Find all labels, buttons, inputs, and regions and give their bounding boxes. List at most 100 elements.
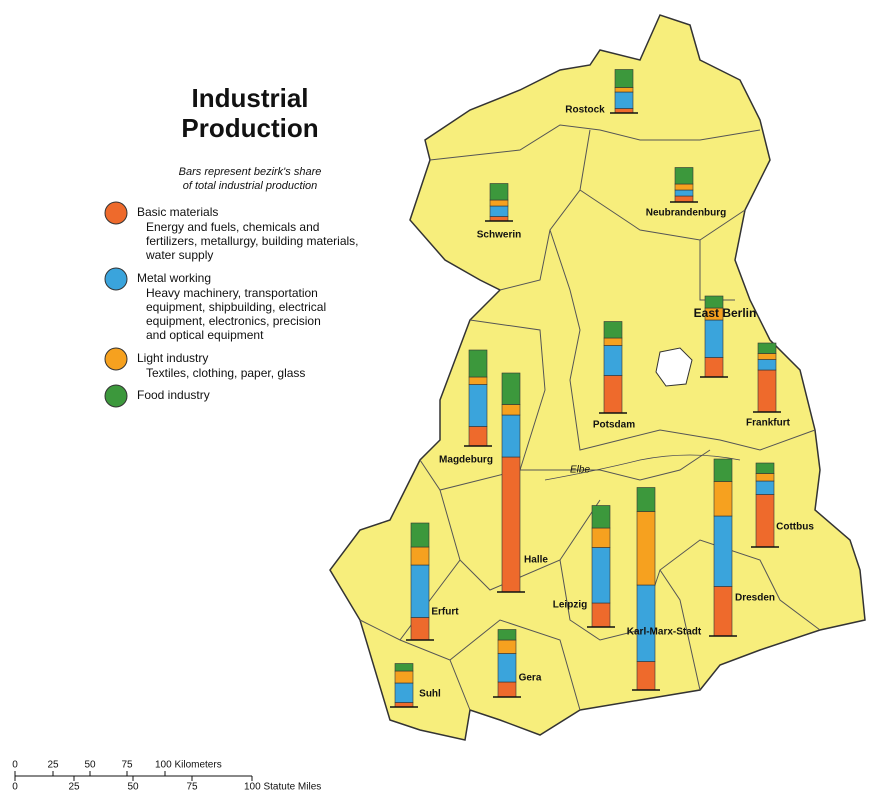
bar-segment <box>394 663 414 672</box>
bezirk-label: Cottbus <box>776 522 814 533</box>
scale-mile-label: 0 <box>12 782 18 793</box>
bar-segment <box>468 384 488 427</box>
bar-segment <box>603 321 623 339</box>
legend-swatch <box>104 267 128 291</box>
scale-km-label: 50 <box>84 760 96 771</box>
legend-description: Energy and fuels, chemicals and <box>146 220 319 234</box>
bezirk-label: Karl-Marx-Stadt <box>627 627 702 638</box>
legend-name: Light industry <box>137 351 208 365</box>
bezirk-label: Suhl <box>419 689 441 700</box>
bar-segment <box>394 682 414 703</box>
west-berlin <box>655 347 693 387</box>
bar-segment <box>755 494 775 548</box>
river-label: Elbe <box>570 465 590 476</box>
bar-segment <box>674 189 694 197</box>
legend-description: equipment, electronics, precision <box>146 314 321 328</box>
bar-segment <box>410 564 430 618</box>
bezirk-label: Potsdam <box>593 420 635 431</box>
bar-segment <box>704 295 724 309</box>
bar-segment <box>603 345 623 376</box>
scale-km-label: 100 Kilometers <box>155 760 222 771</box>
bar-segment <box>468 349 488 378</box>
bezirk-label: Schwerin <box>477 230 521 241</box>
bar-segment <box>591 547 611 604</box>
bar-segment <box>603 375 623 414</box>
scale-mile-label: 50 <box>127 782 139 793</box>
bezirk-label: Leipzig <box>553 600 587 611</box>
bar-segment <box>501 404 521 416</box>
subtitle: of total industrial production <box>183 180 318 192</box>
bar-segment <box>497 653 517 683</box>
bar-segment <box>713 481 733 517</box>
bar-segment <box>489 183 509 201</box>
bezirk-label: Erfurt <box>431 607 459 618</box>
river-elbe <box>544 454 741 481</box>
bar-segment <box>704 357 724 378</box>
bar-segment <box>497 629 517 641</box>
bar-segment <box>757 359 777 371</box>
legend-description: equipment, shipbuilding, electrical <box>146 300 326 314</box>
scale-mile-label: 100 Statute Miles <box>244 782 321 793</box>
legend-description: water supply <box>145 248 213 262</box>
bar-segment <box>674 183 694 191</box>
bar-segment <box>713 586 733 637</box>
bar-segment <box>757 353 777 360</box>
bar-segment <box>755 480 775 495</box>
legend-description: fertilizers, metallurgy, building materi… <box>146 234 359 248</box>
legend-description: Textiles, clothing, paper, glass <box>146 366 305 380</box>
scale-km-label: 25 <box>47 760 59 771</box>
bar-segment <box>468 376 488 385</box>
bar-segment <box>603 337 623 346</box>
bar-segment <box>755 473 775 482</box>
bar-segment <box>757 342 777 354</box>
bar-segment <box>410 522 430 548</box>
borders <box>359 124 821 711</box>
legend-swatch <box>104 347 128 371</box>
bar-segment <box>614 69 634 88</box>
bezirk-label: Halle <box>524 555 548 566</box>
title: Industrial <box>191 83 308 113</box>
bar-segment <box>410 617 430 641</box>
bar-segment <box>636 584 656 662</box>
bar-segment <box>614 91 634 109</box>
legend-name: Food industry <box>137 388 210 402</box>
bezirk-label: Frankfurt <box>746 418 791 429</box>
bar-segment <box>410 546 430 566</box>
scale-km-label: 0 <box>12 760 18 771</box>
bar-segment <box>489 199 509 207</box>
bezirk-label: East Berlin <box>694 306 757 320</box>
bar-segment <box>489 205 509 217</box>
legend-description: and optical equipment <box>146 328 264 342</box>
bezirk-label: Rostock <box>565 105 605 116</box>
bar-segment <box>636 487 656 512</box>
legend-name: Basic materials <box>137 205 218 219</box>
bar-segment <box>501 456 521 593</box>
scale-mile-label: 25 <box>68 782 80 793</box>
bar-segment <box>497 681 517 698</box>
bar-segment <box>674 195 694 203</box>
bezirk-label: Neubrandenburg <box>646 208 727 219</box>
bar-segment <box>636 661 656 691</box>
bar-segment <box>636 511 656 586</box>
scale-km-label: 75 <box>121 760 133 771</box>
bar-segment <box>704 319 724 358</box>
bar-segment <box>674 167 694 185</box>
bar-segment <box>591 602 611 628</box>
bezirk-label: Dresden <box>735 593 775 604</box>
legend-description: Heavy machinery, transportation <box>146 286 318 300</box>
bar-segment <box>501 414 521 458</box>
title: Production <box>181 113 318 143</box>
legend-swatch <box>104 384 128 408</box>
bar-segment <box>497 639 517 654</box>
legend-name: Metal working <box>137 271 211 285</box>
bar-segment <box>755 462 775 474</box>
bar-segment <box>713 458 733 482</box>
bars: Rostock Schwerin Neubrandenburg East Berlin… <box>390 69 814 708</box>
bar-segment <box>757 369 777 413</box>
bar-segment <box>394 670 414 684</box>
bar-segment <box>614 87 634 93</box>
bar-segment <box>501 372 521 405</box>
bar-segment <box>591 505 611 529</box>
